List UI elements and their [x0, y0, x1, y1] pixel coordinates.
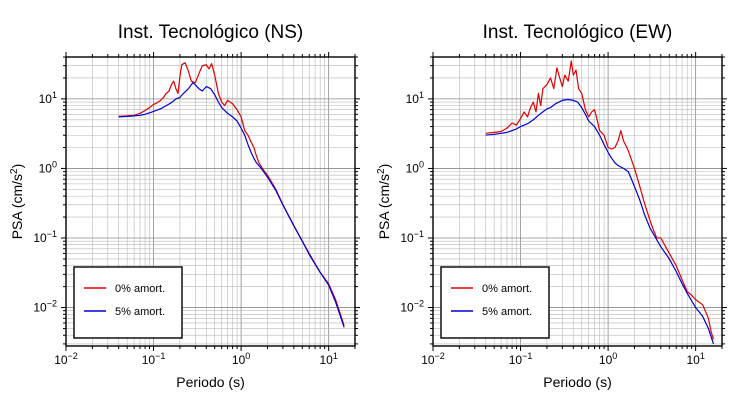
y-axis-label-close: ): [376, 164, 392, 169]
axis-ticks: [61, 52, 360, 351]
legend-label-1: 5% amort.: [115, 306, 165, 318]
x-tick-label-base: 10: [319, 353, 333, 367]
y-tick-label-exponent: −1: [47, 229, 57, 239]
x-tick-label: 101: [686, 351, 704, 367]
x-tick-label: 10−1: [142, 351, 166, 367]
legend-label-0: 0% amort.: [482, 283, 532, 295]
y-tick-label-exponent: 0: [419, 159, 424, 169]
x-tick-label: 100: [232, 351, 250, 367]
y-axis-label-close: ): [9, 164, 25, 169]
y-tick-label-base: 10: [39, 92, 53, 106]
chart-title: Inst. Tecnológico (EW): [483, 22, 673, 43]
y-tick-label-exponent: 1: [419, 90, 424, 100]
x-tick-label-base: 10: [232, 353, 246, 367]
x-tick-label-base: 10: [509, 353, 523, 367]
x-axis-label: Periodo (s): [543, 374, 611, 390]
y-tick-label-exponent: −2: [47, 299, 57, 309]
x-tick-label-exponent: 0: [612, 351, 617, 361]
series-line-1: [118, 82, 345, 328]
chart-title: Inst. Tecnológico (NS): [118, 22, 304, 43]
y-axis-label-main: PSA (cm/s: [9, 174, 25, 239]
series-line-1: [485, 98, 715, 345]
legend: 0% amort. 5% amort.: [73, 266, 183, 339]
y-tick-label-base: 10: [33, 301, 47, 315]
x-tick-label: 10−2: [421, 351, 445, 367]
y-tick-label-base: 10: [400, 231, 414, 245]
legend: 0% amort. 5% amort.: [440, 266, 550, 339]
y-tick-label: 10−2: [33, 299, 57, 315]
x-tick-label-exponent: 0: [245, 351, 250, 361]
y-axis-label: PSA (cm/s2): [9, 164, 25, 240]
y-tick-label-exponent: 0: [52, 159, 57, 169]
x-tick-label-base: 10: [142, 353, 156, 367]
axis-ticks: [428, 52, 727, 351]
x-tick-label: 10−1: [509, 351, 533, 367]
x-tick-label: 101: [319, 351, 337, 367]
x-tick-label: 10−2: [54, 351, 78, 367]
y-tick-label-exponent: −1: [414, 229, 424, 239]
y-tick-label-base: 10: [406, 161, 420, 175]
y-tick-label-exponent: −2: [414, 299, 424, 309]
y-tick-label: 10−1: [33, 229, 57, 245]
y-tick-label: 101: [406, 90, 424, 106]
x-tick-label-exponent: −1: [522, 351, 532, 361]
y-tick-label: 101: [39, 90, 57, 106]
x-tick-label-exponent: −1: [155, 351, 165, 361]
x-tick-label-base: 10: [686, 353, 700, 367]
y-tick-label: 100: [39, 159, 57, 175]
y-axis-label-superscript: 2: [9, 168, 20, 174]
y-axis-label: PSA (cm/s2): [376, 164, 392, 240]
y-axis-label-main: PSA (cm/s: [376, 174, 392, 239]
x-axis-label: Periodo (s): [176, 374, 244, 390]
y-tick-label-exponent: 1: [52, 90, 57, 100]
grid: [65, 56, 356, 346]
y-tick-label: 10−1: [400, 229, 424, 245]
x-tick-label: 100: [599, 351, 617, 367]
series-line-0: [485, 60, 715, 340]
x-tick-label-exponent: 1: [333, 351, 338, 361]
legend-box: [440, 266, 550, 339]
x-tick-label-base: 10: [54, 353, 68, 367]
y-axis-label-superscript: 2: [376, 168, 387, 174]
x-tick-label-base: 10: [599, 353, 613, 367]
legend-box: [73, 266, 183, 339]
plot-frame: [65, 56, 356, 347]
x-tick-label-base: 10: [421, 353, 435, 367]
legend-label-0: 0% amort.: [115, 283, 165, 295]
x-tick-label-exponent: −2: [68, 351, 78, 361]
y-tick-label-base: 10: [33, 231, 47, 245]
y-tick-label-base: 10: [400, 301, 414, 315]
y-tick-label: 10−2: [400, 299, 424, 315]
plot-frame: [432, 56, 723, 347]
y-tick-label-base: 10: [39, 161, 53, 175]
y-tick-label: 100: [406, 159, 424, 175]
legend-label-1: 5% amort.: [482, 306, 532, 318]
y-tick-label-base: 10: [406, 92, 420, 106]
x-tick-label-exponent: 1: [700, 351, 705, 361]
x-tick-label-exponent: −2: [435, 351, 445, 361]
